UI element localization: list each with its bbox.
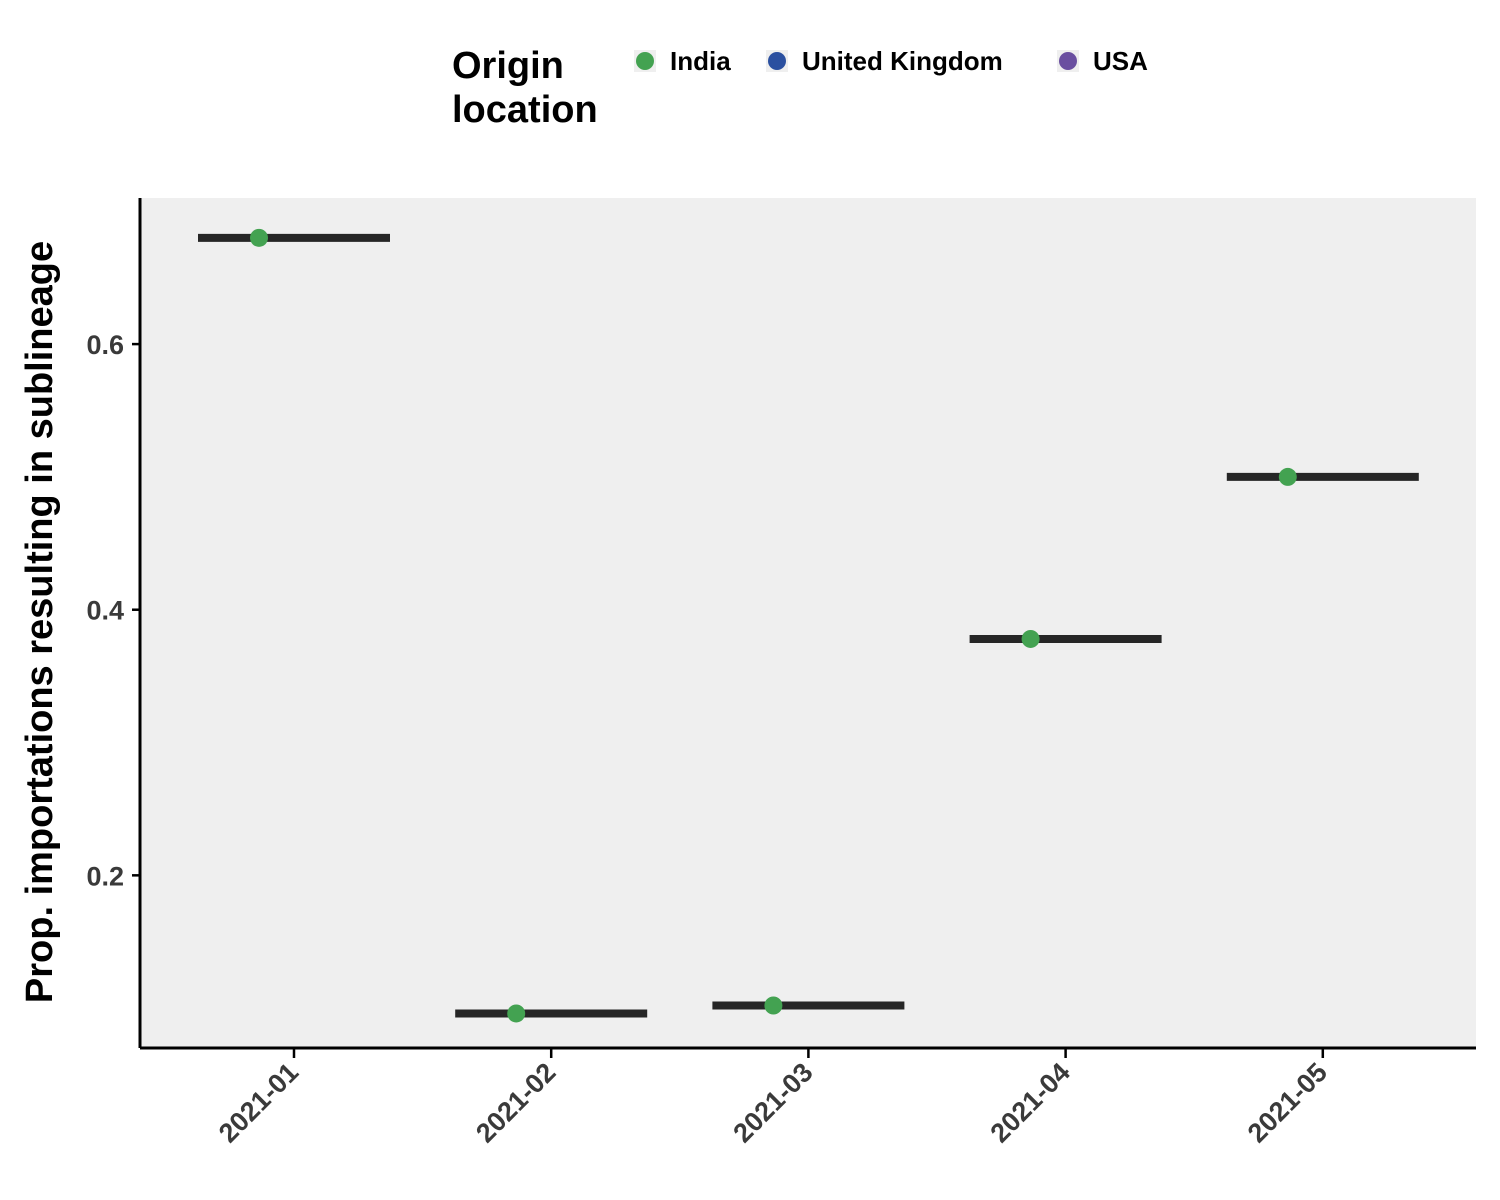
legend-label: United Kingdom [802,45,1003,76]
chart-marks [198,228,1419,1023]
legend-item-united-kingdom: United Kingdom [766,46,1003,76]
data-point [507,1004,526,1023]
x-tick-label: 2021-04 [985,1057,1076,1148]
x-axis-ticks: 2021-01 2021-02 2021-03 2021-04 2021-05 [213,1048,1333,1148]
legend-key [634,50,656,72]
data-point [250,228,268,247]
plot-panel [140,198,1476,1048]
legend-key [1057,50,1079,72]
legend-key [766,50,788,72]
y-tick-label: 0.2 [86,861,124,891]
y-axis-ticks: 0.2 0.4 0.6 [86,330,140,891]
legend-label: USA [1093,45,1148,76]
x-tick-label: 2021-02 [470,1057,561,1148]
legend-label: India [670,45,731,76]
legend-dot [768,52,786,70]
data-point [1278,467,1297,486]
y-tick-label: 0.6 [86,330,124,360]
y-axis-title: Prop. importations resulting in sublinea… [19,241,61,1003]
x-tick-label: 2021-03 [727,1057,818,1148]
data-point [1021,629,1040,648]
legend-title-line-2: location [452,89,598,131]
legend-dot [1059,52,1077,70]
legend-title-line-1: Origin [452,45,564,87]
legend-dot [636,52,654,70]
legend-item-usa: USA [1057,46,1148,76]
x-tick-label: 2021-05 [1242,1057,1333,1148]
x-tick-label: 2021-01 [213,1057,304,1148]
y-tick-label: 0.4 [86,596,124,626]
legend-item-india: India [634,46,731,76]
data-point [764,996,783,1015]
legend-title: Origin location [452,44,622,132]
